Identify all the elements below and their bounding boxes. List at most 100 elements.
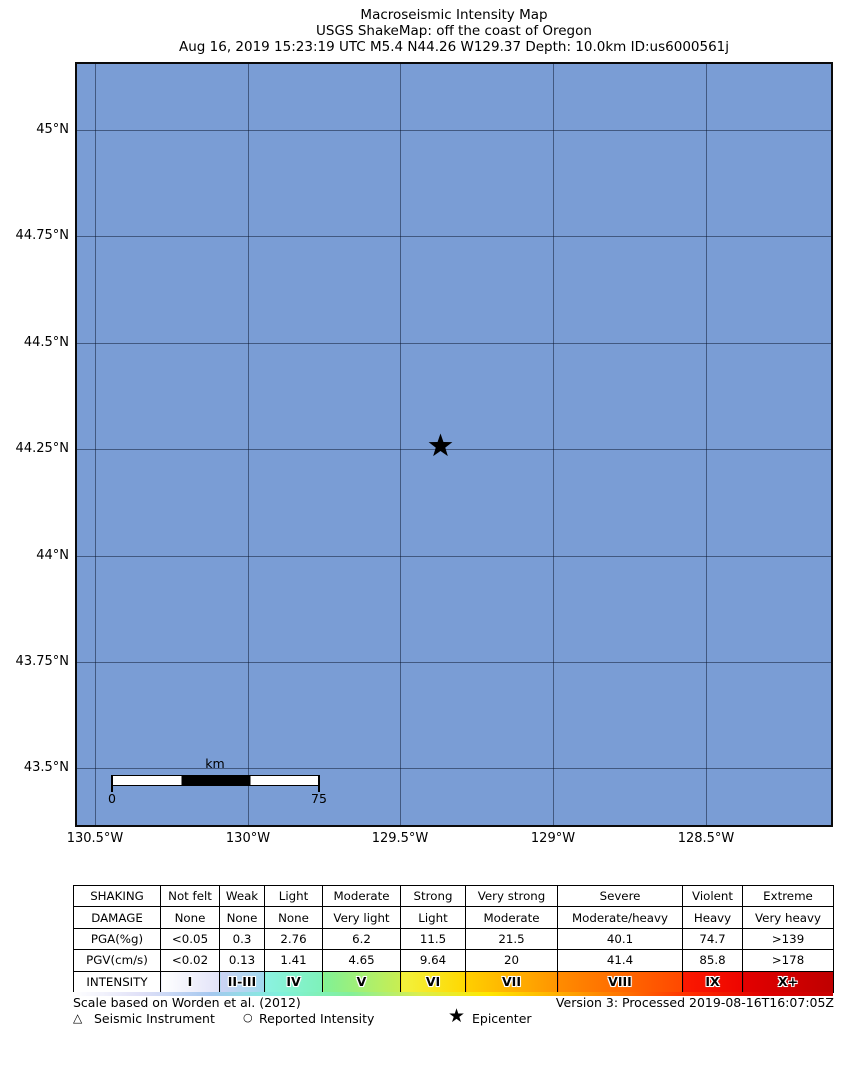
map-panel: km 0 75 — [75, 62, 833, 827]
row-header: DAMAGE — [73, 906, 161, 929]
version-processed-text: Version 3: Processed 2019-08-16T16:07:05… — [555, 995, 834, 1010]
cell: 41.4 — [557, 949, 683, 972]
cell: Moderate — [465, 906, 558, 929]
gridline-lat-44-75n — [77, 235, 831, 237]
gridline-lat-44-5n — [77, 342, 831, 344]
gridline-lon-128-5w — [705, 64, 707, 825]
cell: 85.8 — [682, 949, 743, 972]
lon-tick-130w: 130°W — [225, 831, 271, 846]
lon-tick-128-5w: 128.5°W — [677, 831, 735, 846]
lat-tick-43-5n: 43.5°N — [23, 760, 69, 775]
cell: None — [264, 906, 323, 929]
scalebar-start-label: 0 — [108, 791, 116, 806]
seismic-instrument-triangle-icon: △ — [73, 1011, 83, 1025]
seismic-instrument-label: Seismic Instrument — [94, 1011, 215, 1026]
gridline-lat-45n — [77, 129, 831, 131]
cell: 6.2 — [322, 927, 401, 951]
cell: Heavy — [682, 906, 743, 929]
intensity-cell: VI — [400, 970, 466, 993]
gridline-lon-130w — [247, 64, 249, 825]
gridline-lon-129-5w — [400, 64, 401, 825]
page-subtitle: USGS ShakeMap: off the coast of Oregon — [316, 23, 592, 39]
intensity-cell: VIII — [557, 970, 683, 993]
cell: None — [160, 906, 220, 929]
row-header: PGV(cm/s) — [73, 949, 161, 972]
cell: None — [219, 906, 265, 929]
intensity-cell: X+ — [742, 970, 834, 993]
gridline-lat-44n — [77, 555, 831, 557]
lon-tick-130-5w: 130.5°W — [66, 831, 124, 846]
lat-tick-44n: 44°N — [36, 548, 69, 563]
lat-tick-44-25n: 44.25°N — [15, 441, 69, 456]
table-row-intensity: INTENSITY I II-III IV V VI VII VIII IX X… — [73, 970, 834, 993]
gridline-lat-43-75n — [77, 661, 831, 663]
cell: Extreme — [742, 884, 834, 908]
row-header: SHAKING — [73, 884, 161, 908]
cell: 4.65 — [322, 949, 401, 972]
table-row-shaking: SHAKING Not felt Weak Light Moderate Str… — [73, 884, 834, 908]
cell: 1.41 — [264, 949, 323, 972]
intensity-legend-table: SHAKING Not felt Weak Light Moderate Str… — [73, 884, 834, 993]
cell: Strong — [400, 884, 466, 908]
gridline-lon-130-5w — [94, 64, 96, 825]
intensity-cell: IV — [264, 970, 323, 993]
epicenter-label: Epicenter — [472, 1011, 532, 1026]
intensity-cell: VII — [465, 970, 558, 993]
cell: >139 — [742, 927, 834, 951]
cell: Weak — [219, 884, 265, 908]
cell: Very strong — [465, 884, 558, 908]
table-row-pga: PGA(%g) <0.05 0.3 2.76 6.2 11.5 21.5 40.… — [73, 927, 834, 951]
scalebar-unit-label: km — [205, 756, 225, 771]
intensity-cell: I — [160, 970, 220, 993]
table-row-pgv: PGV(cm/s) <0.02 0.13 1.41 4.65 9.64 20 4… — [73, 949, 834, 972]
cell: 9.64 — [400, 949, 466, 972]
cell: 0.13 — [219, 949, 265, 972]
intensity-cell: II-III — [219, 970, 265, 993]
reported-intensity-label: Reported Intensity — [259, 1011, 375, 1026]
event-info-line: Aug 16, 2019 15:23:19 UTC M5.4 N44.26 W1… — [178, 39, 730, 55]
lat-tick-44-75n: 44.75°N — [15, 228, 69, 243]
lat-tick-44-5n: 44.5°N — [23, 335, 69, 350]
cell: 40.1 — [557, 927, 683, 951]
intensity-colorbar — [73, 992, 833, 996]
scalebar-tick-end — [318, 774, 320, 792]
cell: <0.05 — [160, 927, 220, 951]
epicenter-star-icon — [428, 433, 453, 457]
epicenter-legend-star-icon: ★ — [448, 1005, 466, 1027]
scalebar-tick-start — [111, 774, 113, 792]
gridline-lat-43-5n — [77, 767, 831, 769]
cell: <0.02 — [160, 949, 220, 972]
cell: Not felt — [160, 884, 220, 908]
cell: Moderate/heavy — [557, 906, 683, 929]
cell: Light — [264, 884, 323, 908]
cell: 21.5 — [465, 927, 558, 951]
cell: Moderate — [322, 884, 401, 908]
intensity-cell: V — [322, 970, 401, 993]
lat-tick-45n: 45°N — [36, 122, 69, 137]
cell: Violent — [682, 884, 743, 908]
intensity-cell: IX — [682, 970, 743, 993]
cell: Severe — [557, 884, 683, 908]
scale-reference-note: Scale based on Worden et al. (2012) — [73, 995, 301, 1010]
gridline-lon-129w — [552, 64, 554, 825]
lat-tick-43-75n: 43.75°N — [15, 654, 69, 669]
lon-tick-129-5w: 129.5°W — [371, 831, 429, 846]
cell: 2.76 — [264, 927, 323, 951]
cell: 74.7 — [682, 927, 743, 951]
lon-tick-129w: 129°W — [530, 831, 576, 846]
table-row-damage: DAMAGE None None None Very light Light M… — [73, 906, 834, 929]
row-header: INTENSITY — [73, 970, 161, 993]
page-title: Macroseismic Intensity Map — [360, 7, 548, 23]
scalebar-end-label: 75 — [311, 791, 327, 806]
reported-intensity-circle-icon: ○ — [243, 1011, 253, 1024]
gridline-lat-44-25n — [77, 448, 831, 450]
scalebar — [111, 774, 320, 786]
cell: 0.3 — [219, 927, 265, 951]
cell: 11.5 — [400, 927, 466, 951]
cell: 20 — [465, 949, 558, 972]
cell: Light — [400, 906, 466, 929]
cell: >178 — [742, 949, 834, 972]
cell: Very heavy — [742, 906, 834, 929]
cell: Very light — [322, 906, 401, 929]
